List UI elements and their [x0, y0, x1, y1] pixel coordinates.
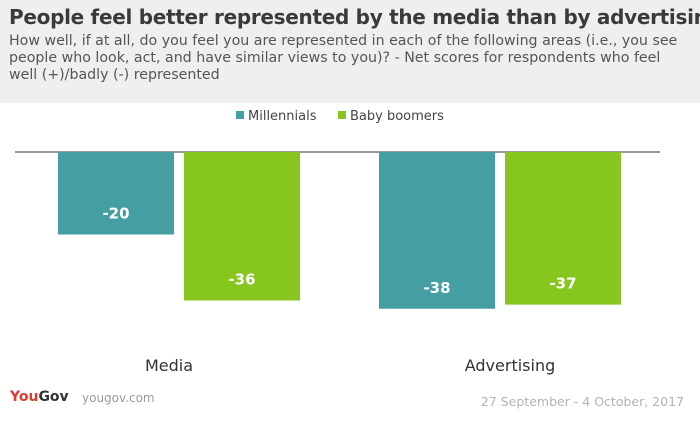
- header-band: People feel better represented by the me…: [0, 0, 700, 103]
- value-label-1-1: -37: [549, 275, 576, 293]
- yougov-logo: YouGov: [10, 389, 69, 405]
- legend-label-0: Millennials: [248, 109, 317, 124]
- legend-swatch-0: [236, 111, 244, 119]
- legend-swatch-1: [338, 111, 346, 119]
- bar-1-0: [379, 152, 495, 309]
- category-label-0: Media: [145, 356, 193, 375]
- value-label-0-0: -20: [102, 205, 129, 223]
- footer-url: yougov.com: [82, 391, 155, 405]
- value-label-0-1: -36: [228, 271, 255, 289]
- value-label-1-0: -38: [423, 279, 450, 297]
- logo-gov-text: Gov: [38, 389, 69, 405]
- bars: [58, 152, 621, 309]
- bar-0-0: [58, 152, 174, 235]
- category-labels: Media Advertising: [145, 356, 555, 375]
- bar-0-1: [184, 152, 300, 301]
- footer-date: 27 September - 4 October, 2017: [480, 394, 684, 409]
- legend-label-1: Baby boomers: [350, 109, 444, 124]
- category-label-1: Advertising: [465, 356, 556, 375]
- chart-subtitle: How well, if at all, do you feel you are…: [9, 33, 678, 83]
- bar-1-1: [505, 152, 621, 305]
- bar-chart: Millennials Baby boomers -20 -36 -38 -37 Med…: [15, 109, 660, 375]
- data-labels: -20 -36 -38 -37: [102, 205, 576, 297]
- logo-you-text: You: [10, 389, 39, 405]
- legend: Millennials Baby boomers: [236, 109, 444, 124]
- chart-title: People feel better represented by the me…: [9, 5, 700, 29]
